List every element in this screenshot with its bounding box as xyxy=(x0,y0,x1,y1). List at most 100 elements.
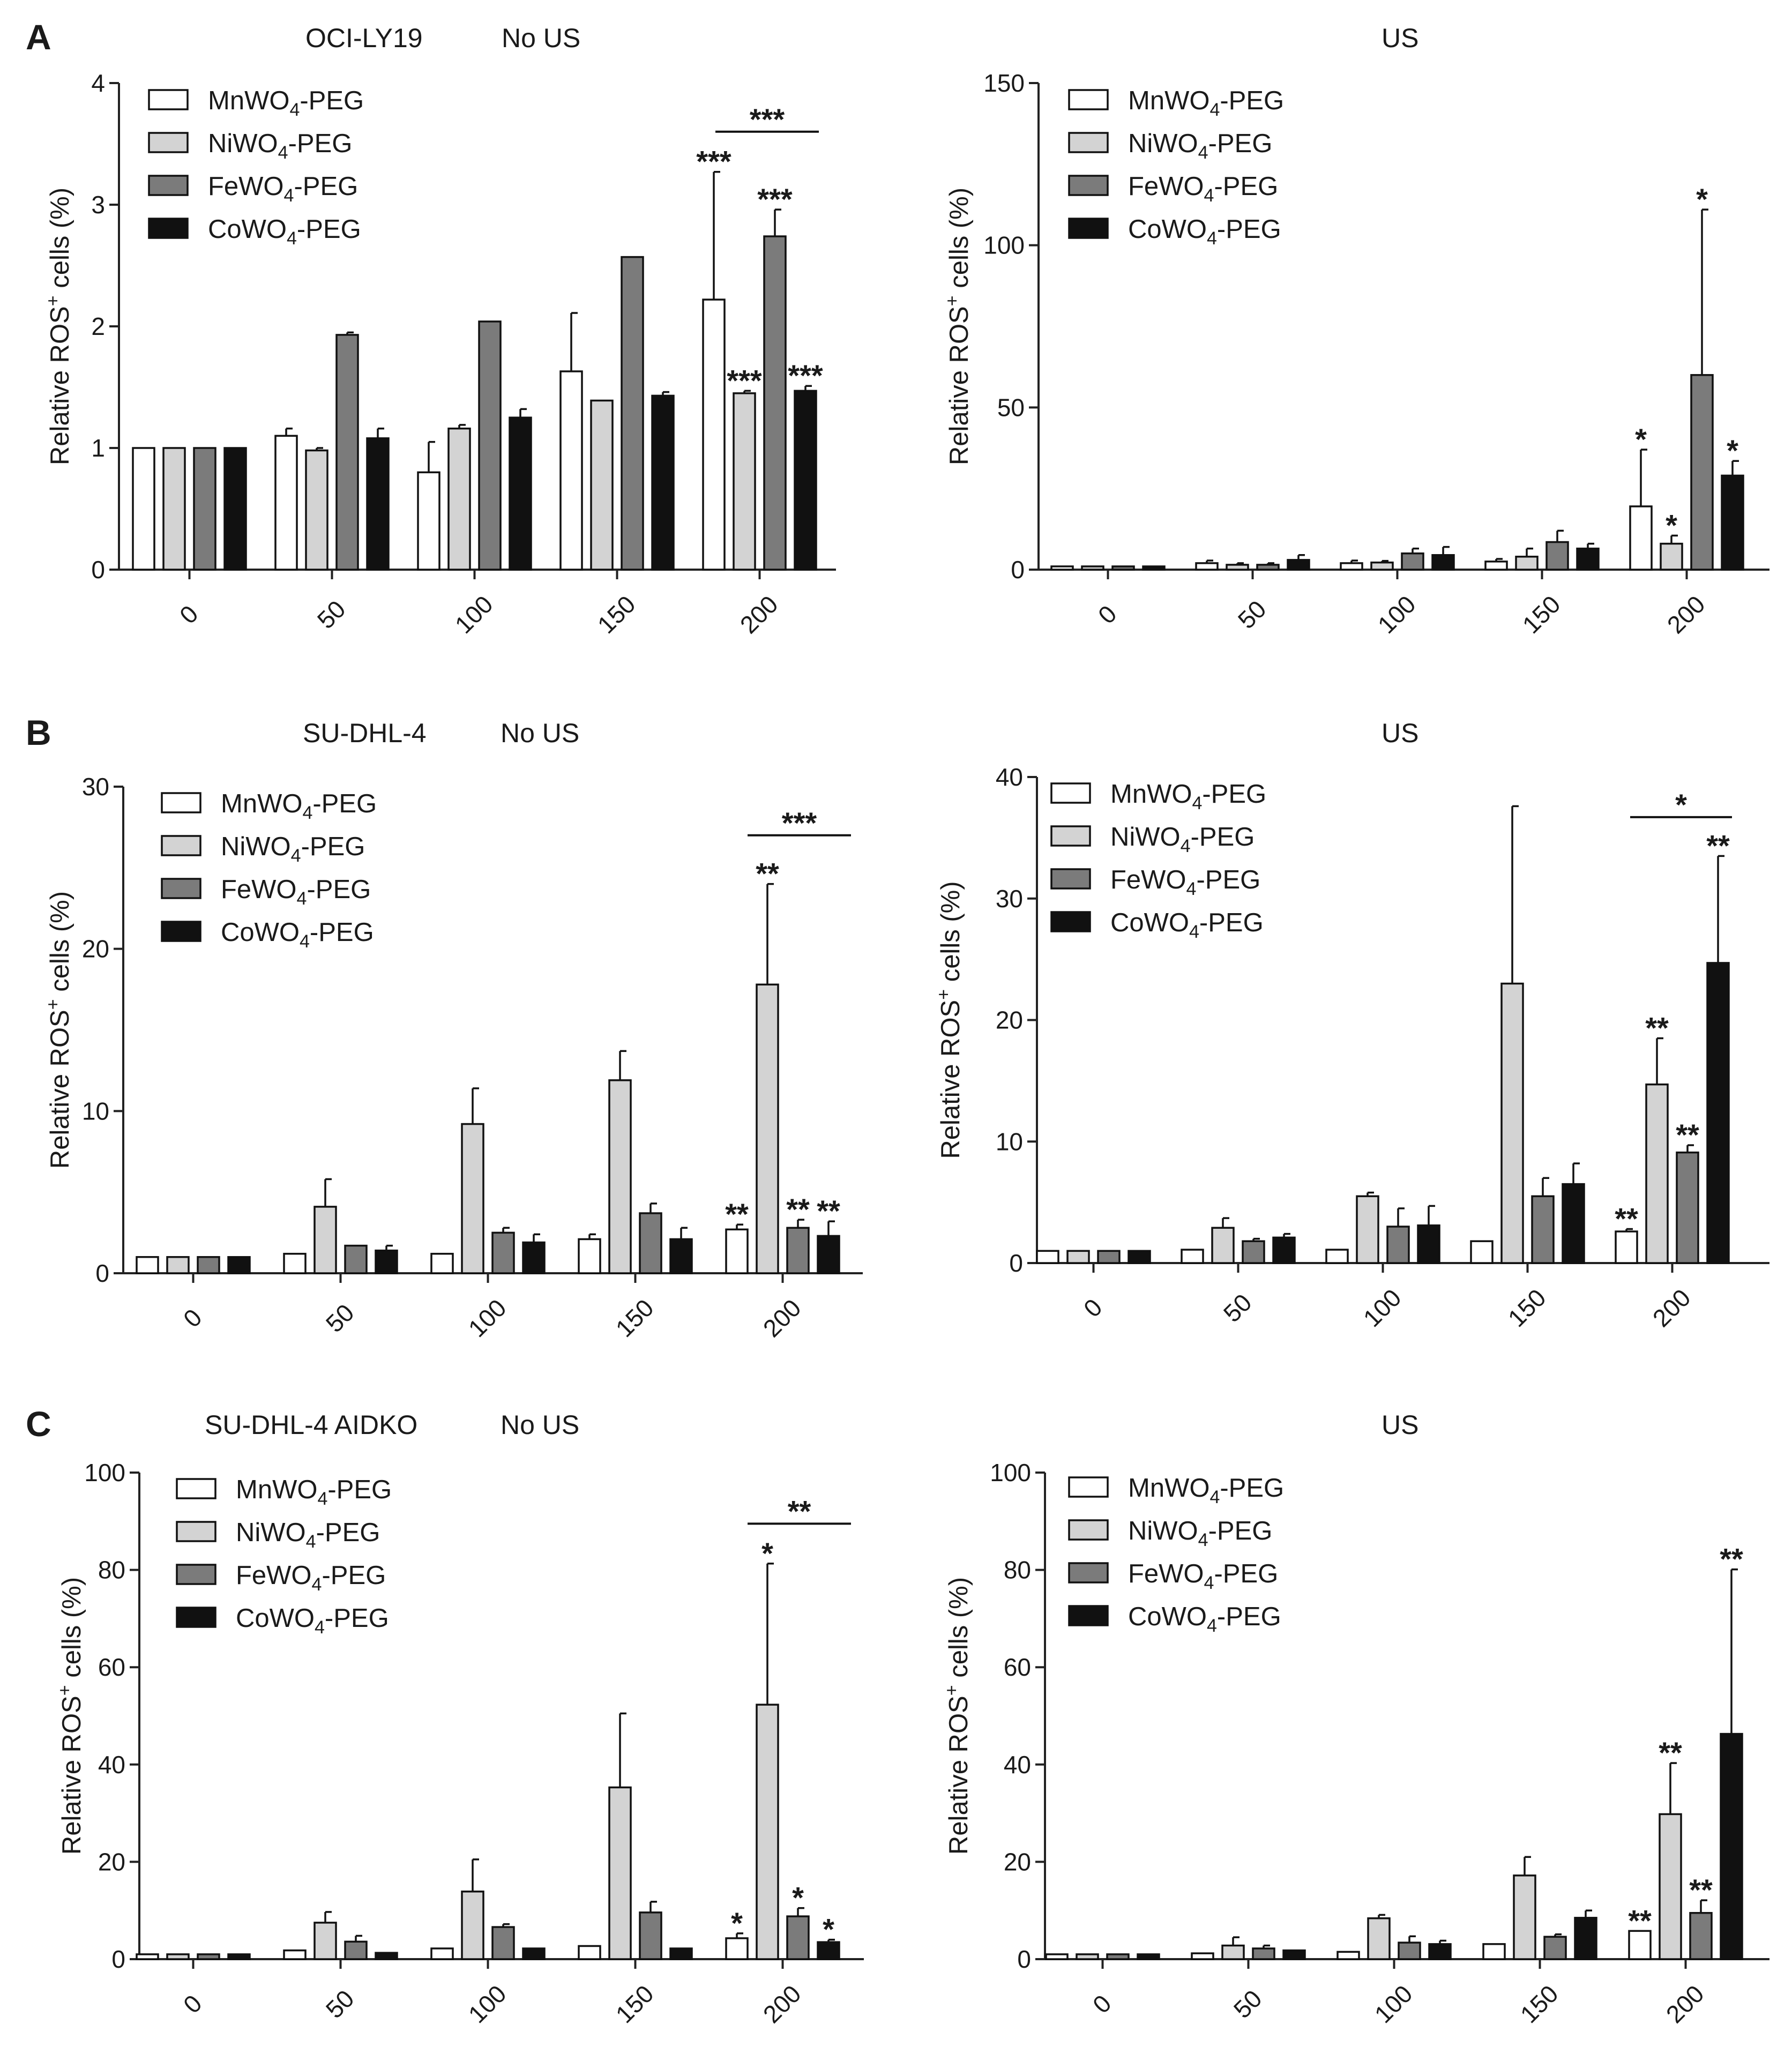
x-tick-label: 100 xyxy=(463,1294,512,1342)
legend-swatch xyxy=(1068,132,1109,153)
bar xyxy=(1386,1226,1410,1264)
bar xyxy=(166,1953,190,1960)
legend-swatch xyxy=(1068,1562,1109,1584)
bar xyxy=(417,471,440,571)
legend-swatch xyxy=(161,792,201,813)
bar xyxy=(1287,559,1310,571)
bar xyxy=(227,1256,251,1274)
bar xyxy=(1562,1183,1585,1264)
legend-label: NiWO4-PEG xyxy=(1128,1517,1272,1550)
x-tick-label: 150 xyxy=(1517,590,1566,639)
condition-label-c-left: No US xyxy=(501,1410,579,1440)
x-tick-label: 200 xyxy=(758,1980,807,2028)
legend-label: MnWO4-PEG xyxy=(1110,780,1266,813)
bar xyxy=(1482,1943,1506,1960)
bar xyxy=(1500,982,1524,1264)
condition-label-b-left: No US xyxy=(501,718,579,748)
legend-label: CoWO4-PEG xyxy=(1128,1602,1281,1636)
legend-label: NiWO4-PEG xyxy=(236,1518,380,1552)
legend-label: CoWO4-PEG xyxy=(1128,215,1281,249)
bar xyxy=(478,320,502,571)
bar xyxy=(166,1256,190,1274)
y-tick-label: 80 xyxy=(98,1556,125,1584)
bar xyxy=(1615,1230,1638,1264)
chart-b-us: 0 10 20 30 40 Relative ROS+ cells (%) 0 50 100 15… xyxy=(934,763,1769,1332)
bar xyxy=(344,1940,368,1960)
bar xyxy=(274,435,298,571)
legend-swatch xyxy=(1068,1476,1109,1498)
bar xyxy=(1356,1195,1379,1264)
y-tick-label: 40 xyxy=(98,1751,125,1779)
bar xyxy=(1211,1227,1235,1264)
bar xyxy=(817,1235,840,1274)
bar xyxy=(639,1911,662,1960)
significance-label: *** xyxy=(727,363,762,397)
x-tick-label: 100 xyxy=(1369,1980,1418,2028)
significance-label: ** xyxy=(1720,1542,1743,1576)
y-tick-label: 20 xyxy=(98,1848,125,1876)
bar xyxy=(375,1952,398,1960)
bar xyxy=(1428,1943,1452,1960)
bar xyxy=(1111,565,1135,571)
bar xyxy=(193,447,216,571)
legend-label: CoWO4-PEG xyxy=(208,215,361,249)
bar xyxy=(1720,1732,1743,1960)
bar xyxy=(578,1945,601,1960)
x-tick-label: 50 xyxy=(1233,595,1272,634)
significance-label: * xyxy=(731,1906,743,1940)
bar xyxy=(197,1953,220,1960)
cell-line-label-a: OCI-LY19 xyxy=(305,23,423,53)
x-tick-label: 0 xyxy=(174,600,204,629)
bar xyxy=(1545,541,1569,571)
bar xyxy=(344,1244,368,1274)
bar xyxy=(725,1228,749,1274)
bar xyxy=(608,1786,632,1960)
x-tick-label: 200 xyxy=(735,590,783,639)
significance-label: ** xyxy=(1659,1736,1682,1769)
bar xyxy=(1221,1944,1245,1960)
y-tick-label: 100 xyxy=(983,231,1025,259)
significance-label: *** xyxy=(696,145,731,178)
bar xyxy=(1128,1250,1151,1264)
bar xyxy=(227,1953,251,1960)
legend-swatch xyxy=(176,1564,216,1585)
bar xyxy=(1272,1236,1296,1264)
significance-label: ** xyxy=(1706,828,1730,862)
bar xyxy=(136,1953,159,1960)
legend-label: NiWO4-PEG xyxy=(221,832,365,866)
bar xyxy=(1340,562,1363,571)
bar xyxy=(794,390,817,571)
y-tick-label: 0 xyxy=(1011,556,1025,584)
y-tick-label: 0 xyxy=(1009,1249,1023,1277)
bar xyxy=(375,1249,398,1274)
legend-swatch xyxy=(1050,868,1091,890)
bar xyxy=(1470,1240,1494,1264)
y-tick-label: 20 xyxy=(996,1006,1023,1034)
x-tick-label: 50 xyxy=(312,595,351,634)
legend-swatch xyxy=(1050,825,1091,847)
bar xyxy=(491,1231,515,1274)
legend-label: FeWO4-PEG xyxy=(1128,1559,1278,1593)
x-tick-label: 50 xyxy=(1218,1288,1257,1327)
x-tick-label: 100 xyxy=(1372,590,1421,639)
bar xyxy=(461,1123,484,1274)
condition-label-a-right: US xyxy=(1382,23,1418,53)
y-tick-label: 0 xyxy=(91,556,105,584)
significance-label: ** xyxy=(1628,1903,1652,1937)
bar xyxy=(1066,1250,1090,1264)
bar xyxy=(162,447,186,571)
x-tick-label: 0 xyxy=(1087,1989,1117,2019)
y-tick-label: 4 xyxy=(91,69,105,97)
x-tick-label: 150 xyxy=(592,590,641,639)
bar xyxy=(702,298,726,571)
legend-swatch xyxy=(148,132,189,153)
y-tick-label: 80 xyxy=(1004,1556,1031,1584)
bar xyxy=(335,334,359,571)
bracket-label: *** xyxy=(750,102,785,136)
significance-label: *** xyxy=(757,182,793,216)
y-axis-title: Relative ROS+ cells (%) xyxy=(934,881,965,1159)
bar xyxy=(1531,1195,1555,1264)
bar xyxy=(590,399,614,571)
bar xyxy=(1050,565,1074,571)
